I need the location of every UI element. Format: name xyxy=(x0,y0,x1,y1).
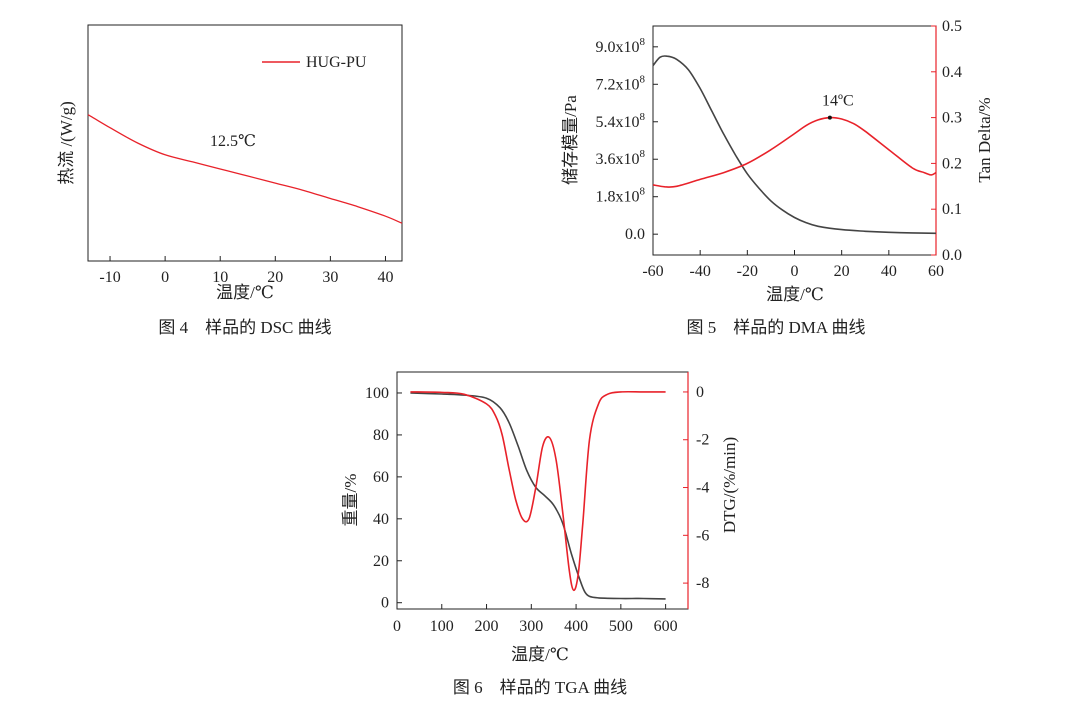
dma-x-axis-label: 温度/℃ xyxy=(766,285,824,304)
dma-caption: 图 5 样品的 DMA 曲线 xyxy=(687,318,866,337)
tga-y-right-tick-label: -8 xyxy=(696,575,709,592)
dma-y-right-tick-label: 0.2 xyxy=(942,155,962,172)
tga-plot-frame xyxy=(396,371,689,610)
tga-y-tick-label: 100 xyxy=(365,385,389,402)
dsc-legend-label: HUG-PU xyxy=(306,54,367,71)
dma-x-tick-label: -20 xyxy=(737,263,758,280)
tga-y-ticks-right: -8 -6 -4 -2 0 xyxy=(683,372,709,609)
tga-x-tick-label: 300 xyxy=(519,618,543,635)
dma-y-tick-label: 3.6x108 xyxy=(596,148,646,168)
dma-y-right-tick-label: 0.4 xyxy=(942,64,962,81)
dma-y-right-tick-label: 0.1 xyxy=(942,201,962,218)
dma-x-tick-label: 0 xyxy=(791,263,799,280)
dsc-x-ticks: -10 0 10 20 30 40 xyxy=(99,256,393,286)
tga-x-axis-label: 温度/℃ xyxy=(511,645,569,664)
tga-y-right-tick-label: -2 xyxy=(696,432,709,449)
dma-x-tick-label: 60 xyxy=(928,263,944,280)
dma-y-tick-label: 7.2x108 xyxy=(596,73,646,93)
tga-caption: 图 6 样品的 TGA 曲线 xyxy=(453,678,627,697)
tga-x-tick-label: 100 xyxy=(430,618,454,635)
dsc-x-tick-label: 0 xyxy=(161,269,169,286)
dma-y-right-tick-label: 0.5 xyxy=(942,18,962,35)
dsc-series-line xyxy=(87,114,403,224)
dma-chart: -60 -40 -20 0 20 40 60 0.0 1.8x108 3.6x108 5.4x10… xyxy=(561,18,994,337)
dma-tan-delta-line xyxy=(652,116,937,188)
tga-x-tick-label: 500 xyxy=(609,618,633,635)
tga-y-tick-label: 40 xyxy=(373,511,389,528)
dma-peak-marker xyxy=(827,115,832,120)
dma-y-tick-label: 0.0 xyxy=(625,226,645,243)
tga-y-axis-label-right: DTG/(%/min) xyxy=(720,437,739,533)
dma-y-right-tick-label: 0.3 xyxy=(942,110,962,127)
tga-y-tick-label: 20 xyxy=(373,553,389,570)
dsc-x-tick-label: 20 xyxy=(267,269,283,286)
tga-x-tick-label: 0 xyxy=(393,618,401,635)
tga-dtg-line xyxy=(410,390,666,592)
dsc-plot-frame xyxy=(87,24,403,262)
dma-y-tick-label: 5.4x108 xyxy=(596,111,646,131)
dsc-x-axis-label: 温度/℃ xyxy=(216,283,274,302)
tga-weight-line xyxy=(410,392,666,600)
tga-x-tick-label: 400 xyxy=(564,618,588,635)
dsc-y-axis-label: 热流 /(W/g) xyxy=(57,101,76,185)
dma-y-ticks-left: 0.0 1.8x108 3.6x108 5.4x108 7.2x108 9.0x108 xyxy=(596,36,658,243)
dma-y-right-tick-label: 0.0 xyxy=(942,247,962,264)
dsc-chart: -10 0 10 20 30 40 HUG-PU 12.5℃ 温度/℃ 热流 /(W/g)… xyxy=(57,24,403,337)
dma-x-ticks: -60 -40 -20 0 20 40 60 xyxy=(642,250,944,280)
tga-x-ticks: 0 100 200 300 400 500 600 xyxy=(393,604,678,635)
dsc-x-tick-label: 10 xyxy=(212,269,228,286)
dma-plot-frame xyxy=(652,25,937,256)
dma-y-axis-label-left: 储存模量/Pa xyxy=(561,95,580,185)
dsc-x-tick-label: 40 xyxy=(377,269,393,286)
tga-x-tick-label: 200 xyxy=(475,618,499,635)
dma-y-tick-label: 1.8x108 xyxy=(596,186,646,206)
dma-x-tick-label: -40 xyxy=(690,263,711,280)
tga-y-tick-label: 0 xyxy=(381,595,389,612)
dsc-peak-annotation: 12.5℃ xyxy=(210,133,256,150)
dsc-x-tick-label: 30 xyxy=(322,269,338,286)
tga-y-tick-label: 60 xyxy=(373,469,389,486)
dma-x-tick-label: -60 xyxy=(642,263,663,280)
tga-x-tick-label: 600 xyxy=(654,618,678,635)
tga-y-tick-label: 80 xyxy=(373,427,389,444)
dma-x-tick-label: 40 xyxy=(881,263,897,280)
dma-x-tick-label: 20 xyxy=(834,263,850,280)
dsc-caption: 图 4 样品的 DSC 曲线 xyxy=(158,318,331,337)
dsc-x-tick-label: -10 xyxy=(99,269,120,286)
dma-peak-annotation: 14ºC xyxy=(822,93,854,110)
tga-y-right-tick-label: -6 xyxy=(696,527,709,544)
dma-y-tick-label: 9.0x108 xyxy=(596,36,646,56)
dma-storage-modulus-line xyxy=(652,55,937,235)
tga-y-right-tick-label: -4 xyxy=(696,480,709,497)
tga-y-right-tick-label: 0 xyxy=(696,384,704,401)
tga-y-axis-label-left: 重量/% xyxy=(341,474,360,527)
dma-y-axis-label-right: Tan Delta/% xyxy=(975,97,994,182)
dma-y-ticks-right: 0.0 0.1 0.2 0.3 0.4 0.5 xyxy=(931,18,962,264)
tga-y-ticks-left: 0 20 40 60 80 100 xyxy=(365,385,402,612)
